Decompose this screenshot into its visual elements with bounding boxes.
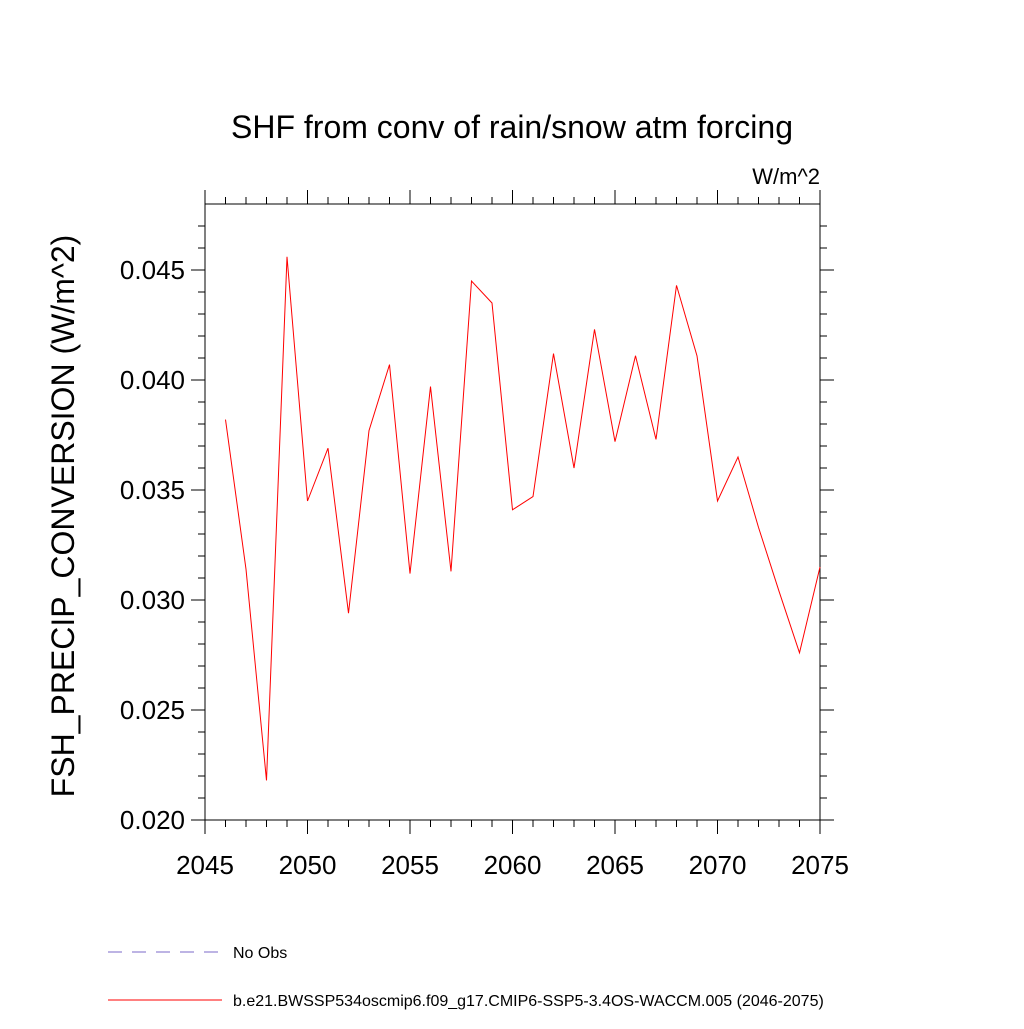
x-tick-label: 2045 <box>176 850 234 880</box>
x-tick-label: 2075 <box>791 850 849 880</box>
legend-label: b.e21.BWSSP534oscmip6.f09_g17.CMIP6-SSP5… <box>233 993 824 1010</box>
legend-label: No Obs <box>233 945 287 962</box>
plot-series <box>225 256 821 781</box>
y-tick-label: 0.035 <box>120 475 185 505</box>
x-tick-label: 2065 <box>586 850 644 880</box>
y-tick-label: 0.040 <box>120 365 185 395</box>
axes: 2045 2050 2055 2060 2065 2070 2075 0.020 0.025 0.… <box>120 190 849 880</box>
units-label: W/m^2 <box>752 164 820 189</box>
legend: No Obs b.e21.BWSSP534oscmip6.f09_g17.CMIP… <box>108 945 824 1010</box>
x-tick-label: 2055 <box>381 850 439 880</box>
x-tick-label: 2060 <box>484 850 542 880</box>
series-line <box>225 256 821 781</box>
x-tick-label: 2050 <box>279 850 337 880</box>
y-tick-label: 0.020 <box>120 805 185 835</box>
plot-frame <box>204 203 821 821</box>
chart-title: SHF from conv of rain/snow atm forcing <box>231 109 793 145</box>
x-tick-label: 2070 <box>689 850 747 880</box>
y-tick-label: 0.025 <box>120 695 185 725</box>
y-tick-label: 0.045 <box>120 255 185 285</box>
y-tick-label: 0.030 <box>120 585 185 615</box>
y-axis-label: FSH_PRECIP_CONVERSION (W/m^2) <box>45 235 81 798</box>
